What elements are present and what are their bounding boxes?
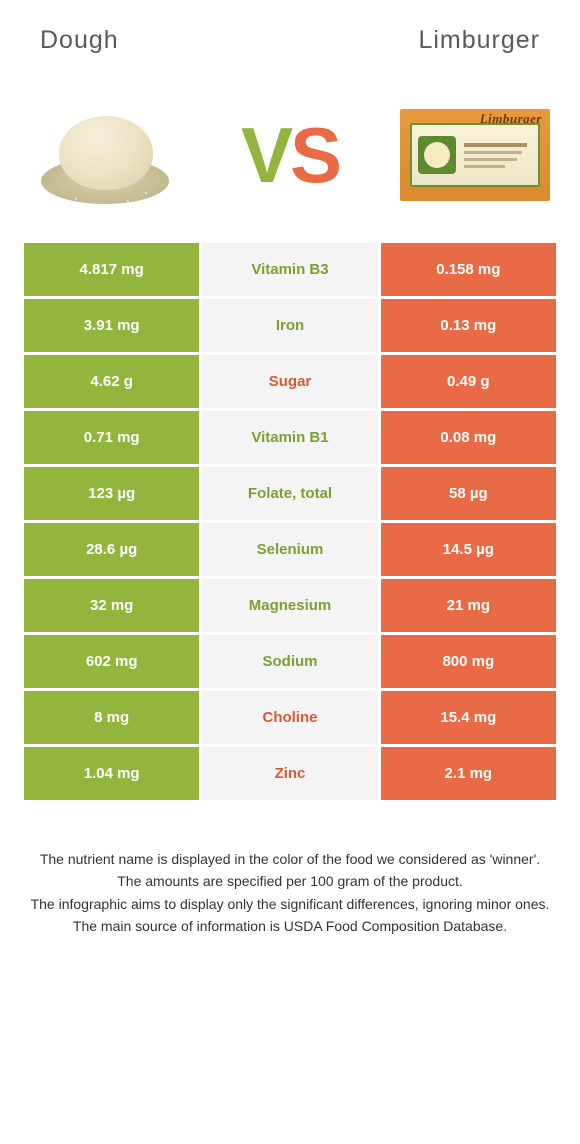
vs-v: V	[241, 111, 290, 199]
left-value: 1.04 mg	[24, 747, 199, 800]
table-row: 28.6 µgSelenium14.5 µg	[24, 523, 556, 576]
nutrient-label: Magnesium	[202, 579, 377, 632]
right-value: 0.158 mg	[381, 243, 556, 296]
right-value: 0.49 g	[381, 355, 556, 408]
right-value: 21 mg	[381, 579, 556, 632]
footnote-line: The amounts are specified per 100 gram o…	[20, 871, 560, 891]
footnote-line: The main source of information is USDA F…	[20, 916, 560, 936]
left-value: 3.91 mg	[24, 299, 199, 352]
left-value: 8 mg	[24, 691, 199, 744]
table-row: 32 mgMagnesium21 mg	[24, 579, 556, 632]
left-value: 602 mg	[24, 635, 199, 688]
table-row: 1.04 mgZinc2.1 mg	[24, 747, 556, 800]
left-value: 123 µg	[24, 467, 199, 520]
nutrient-label: Folate, total	[202, 467, 377, 520]
right-value: 800 mg	[381, 635, 556, 688]
left-value: 28.6 µg	[24, 523, 199, 576]
vs-s: S	[290, 111, 339, 199]
right-value: 58 µg	[381, 467, 556, 520]
table-row: 123 µgFolate, total58 µg	[24, 467, 556, 520]
nutrient-label: Sugar	[202, 355, 377, 408]
left-value: 4.62 g	[24, 355, 199, 408]
nutrient-label: Selenium	[202, 523, 377, 576]
table-row: 602 mgSodium800 mg	[24, 635, 556, 688]
footnotes: The nutrient name is displayed in the co…	[0, 803, 580, 936]
vs-label: VS	[241, 116, 339, 194]
right-value: 0.13 mg	[381, 299, 556, 352]
table-row: 4.62 gSugar0.49 g	[24, 355, 556, 408]
right-value: 2.1 mg	[381, 747, 556, 800]
footnote-line: The infographic aims to display only the…	[20, 894, 560, 914]
table-row: 8 mgCholine15.4 mg	[24, 691, 556, 744]
table-row: 3.91 mgIron0.13 mg	[24, 299, 556, 352]
left-value: 32 mg	[24, 579, 199, 632]
left-value: 4.817 mg	[24, 243, 199, 296]
dough-image	[30, 95, 180, 215]
table-row: 0.71 mgVitamin B10.08 mg	[24, 411, 556, 464]
footnote-line: The nutrient name is displayed in the co…	[20, 849, 560, 869]
nutrient-table: 4.817 mgVitamin B30.158 mg3.91 mgIron0.1…	[24, 243, 556, 800]
food-title-right: Limburger	[418, 26, 540, 55]
table-row: 4.817 mgVitamin B30.158 mg	[24, 243, 556, 296]
limburger-image: Limburger	[400, 95, 550, 215]
food-title-left: Dough	[40, 26, 119, 55]
nutrient-label: Iron	[202, 299, 377, 352]
nutrient-label: Sodium	[202, 635, 377, 688]
right-value: 15.4 mg	[381, 691, 556, 744]
nutrient-label: Zinc	[202, 747, 377, 800]
left-value: 0.71 mg	[24, 411, 199, 464]
nutrient-label: Choline	[202, 691, 377, 744]
nutrient-label: Vitamin B3	[202, 243, 377, 296]
nutrient-label: Vitamin B1	[202, 411, 377, 464]
right-value: 14.5 µg	[381, 523, 556, 576]
right-value: 0.08 mg	[381, 411, 556, 464]
